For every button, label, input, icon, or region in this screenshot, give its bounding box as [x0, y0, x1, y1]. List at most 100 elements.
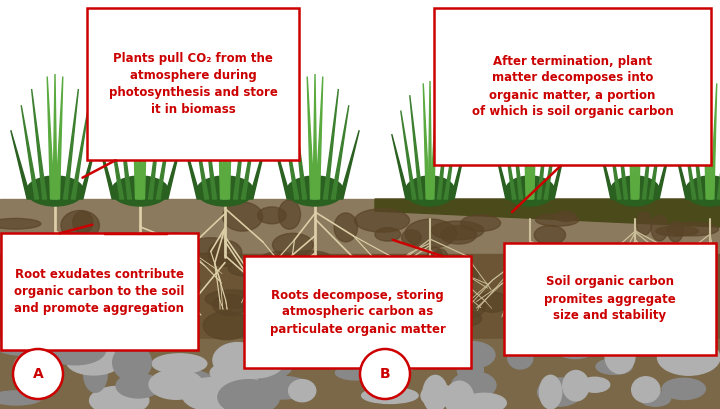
Ellipse shape — [477, 292, 508, 312]
Ellipse shape — [161, 233, 189, 256]
Ellipse shape — [405, 219, 456, 248]
Ellipse shape — [441, 225, 477, 244]
Polygon shape — [401, 110, 416, 199]
Ellipse shape — [286, 274, 320, 292]
Ellipse shape — [538, 325, 558, 338]
Polygon shape — [500, 110, 516, 199]
Bar — [0, 254, 720, 339]
Polygon shape — [703, 83, 709, 199]
Polygon shape — [531, 83, 536, 199]
Ellipse shape — [454, 294, 486, 318]
Polygon shape — [241, 105, 258, 199]
Ellipse shape — [28, 266, 60, 277]
Polygon shape — [181, 130, 201, 199]
FancyBboxPatch shape — [244, 256, 471, 368]
Polygon shape — [690, 95, 703, 199]
Polygon shape — [606, 110, 621, 199]
Ellipse shape — [0, 336, 53, 355]
Ellipse shape — [526, 250, 544, 270]
Polygon shape — [428, 81, 431, 199]
Polygon shape — [656, 134, 673, 199]
Ellipse shape — [222, 202, 263, 231]
Polygon shape — [117, 89, 132, 199]
Ellipse shape — [421, 384, 456, 407]
Ellipse shape — [49, 251, 66, 274]
Ellipse shape — [116, 373, 161, 398]
Ellipse shape — [21, 303, 43, 328]
Polygon shape — [615, 95, 628, 199]
Ellipse shape — [671, 306, 698, 328]
Ellipse shape — [397, 302, 441, 329]
Ellipse shape — [611, 176, 660, 206]
Polygon shape — [708, 81, 711, 199]
Ellipse shape — [27, 176, 84, 206]
Ellipse shape — [73, 211, 93, 234]
Ellipse shape — [246, 289, 269, 299]
Ellipse shape — [580, 377, 610, 392]
Ellipse shape — [0, 391, 42, 405]
Polygon shape — [271, 130, 291, 199]
Ellipse shape — [426, 309, 455, 329]
Polygon shape — [282, 105, 299, 199]
Text: Plants pull CO₂ from the
atmosphere during
photosynthesis and store
it in biomas: Plants pull CO₂ from the atmosphere duri… — [109, 52, 277, 116]
Ellipse shape — [189, 238, 232, 254]
Polygon shape — [202, 89, 217, 199]
Ellipse shape — [253, 287, 273, 301]
Polygon shape — [331, 105, 348, 199]
Polygon shape — [96, 130, 116, 199]
Ellipse shape — [433, 249, 449, 270]
Ellipse shape — [353, 293, 378, 306]
Ellipse shape — [539, 375, 562, 409]
Ellipse shape — [258, 252, 298, 274]
Ellipse shape — [14, 360, 58, 375]
Polygon shape — [528, 81, 531, 199]
Ellipse shape — [205, 290, 258, 308]
Polygon shape — [339, 130, 359, 199]
Bar — [0, 339, 720, 409]
Ellipse shape — [657, 340, 720, 375]
Polygon shape — [217, 76, 224, 199]
Ellipse shape — [182, 378, 244, 409]
Text: B: B — [379, 367, 390, 381]
Ellipse shape — [354, 209, 410, 232]
Ellipse shape — [566, 314, 617, 331]
Ellipse shape — [636, 212, 652, 235]
Ellipse shape — [246, 333, 299, 361]
Ellipse shape — [662, 378, 706, 400]
Ellipse shape — [287, 251, 333, 266]
Polygon shape — [316, 76, 323, 199]
Ellipse shape — [279, 200, 300, 229]
Ellipse shape — [224, 343, 284, 378]
Ellipse shape — [423, 375, 448, 409]
Polygon shape — [156, 105, 174, 199]
Polygon shape — [551, 134, 568, 199]
Ellipse shape — [135, 234, 181, 245]
Polygon shape — [71, 105, 89, 199]
Polygon shape — [437, 95, 450, 199]
Polygon shape — [292, 89, 307, 199]
Ellipse shape — [374, 269, 420, 282]
Ellipse shape — [462, 393, 506, 409]
Ellipse shape — [508, 346, 533, 369]
Polygon shape — [79, 130, 99, 199]
Polygon shape — [48, 76, 54, 199]
Ellipse shape — [149, 370, 203, 399]
Ellipse shape — [457, 359, 483, 381]
Ellipse shape — [505, 176, 554, 206]
Polygon shape — [132, 76, 139, 199]
Polygon shape — [642, 95, 655, 199]
Polygon shape — [444, 110, 459, 199]
Ellipse shape — [61, 211, 99, 240]
Ellipse shape — [255, 281, 309, 310]
Ellipse shape — [272, 233, 313, 256]
Ellipse shape — [253, 376, 311, 399]
Ellipse shape — [102, 235, 127, 256]
Ellipse shape — [258, 207, 287, 224]
Ellipse shape — [89, 267, 108, 292]
FancyBboxPatch shape — [434, 8, 711, 165]
Ellipse shape — [152, 354, 207, 373]
Polygon shape — [375, 199, 720, 227]
Ellipse shape — [605, 338, 635, 373]
Ellipse shape — [509, 310, 537, 328]
Text: Root exudates contribute
organic carbon to the soil
and promote aggregation: Root exudates contribute organic carbon … — [14, 268, 185, 315]
